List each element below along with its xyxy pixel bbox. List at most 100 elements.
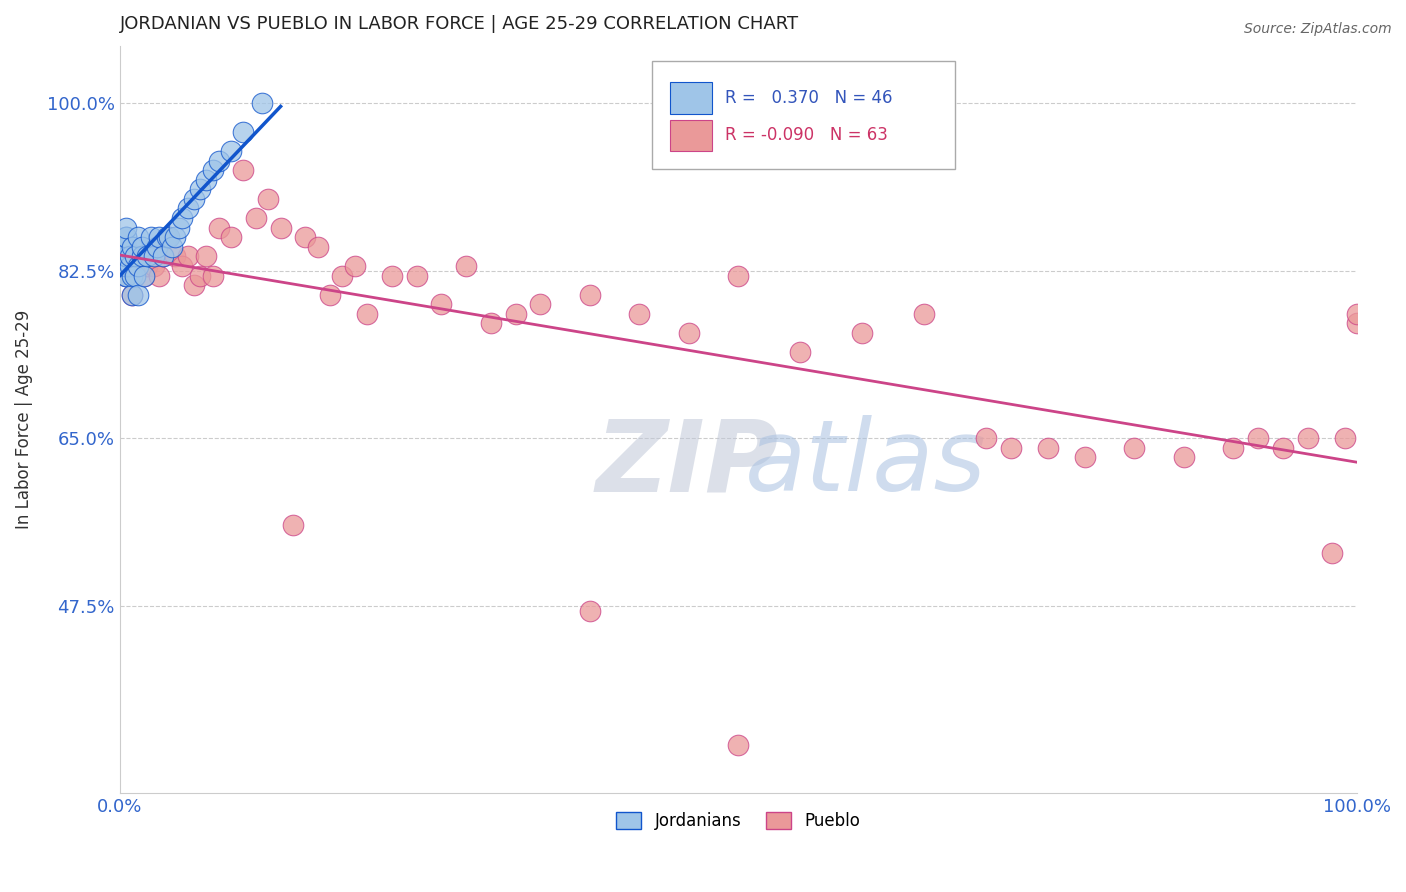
Point bbox=[136, 259, 159, 273]
Point bbox=[121, 287, 143, 301]
Point bbox=[270, 220, 292, 235]
Point bbox=[195, 249, 218, 263]
Point bbox=[219, 144, 242, 158]
Point bbox=[232, 163, 254, 178]
Point bbox=[146, 240, 169, 254]
Point bbox=[118, 249, 141, 263]
Point bbox=[115, 249, 138, 263]
Point bbox=[131, 249, 153, 263]
Point bbox=[1123, 441, 1146, 455]
Point bbox=[115, 230, 138, 244]
Point bbox=[118, 259, 141, 273]
Point bbox=[156, 230, 179, 244]
Point bbox=[208, 153, 231, 168]
Point bbox=[232, 125, 254, 139]
Point bbox=[115, 268, 138, 283]
Point bbox=[143, 259, 166, 273]
Point bbox=[257, 192, 280, 206]
Point bbox=[183, 192, 205, 206]
Point bbox=[381, 268, 404, 283]
Point bbox=[851, 326, 873, 340]
Point bbox=[332, 268, 354, 283]
Text: R =   0.370   N = 46: R = 0.370 N = 46 bbox=[724, 89, 893, 107]
Point bbox=[127, 249, 149, 263]
Point bbox=[127, 230, 149, 244]
Point bbox=[115, 259, 138, 273]
Point bbox=[177, 202, 200, 216]
FancyBboxPatch shape bbox=[671, 120, 713, 151]
Point bbox=[127, 259, 149, 273]
Point bbox=[628, 307, 651, 321]
Point bbox=[319, 287, 342, 301]
Point bbox=[1222, 441, 1244, 455]
Point bbox=[115, 259, 138, 273]
Point bbox=[789, 345, 811, 359]
Text: R = -0.090   N = 63: R = -0.090 N = 63 bbox=[724, 127, 887, 145]
Point bbox=[201, 163, 224, 178]
Point bbox=[124, 268, 146, 283]
Point bbox=[405, 268, 427, 283]
Point bbox=[127, 287, 149, 301]
Point bbox=[678, 326, 700, 340]
Point bbox=[139, 249, 162, 263]
Point bbox=[136, 249, 159, 263]
Point bbox=[245, 211, 267, 225]
Point bbox=[219, 230, 242, 244]
Point bbox=[430, 297, 453, 311]
Point bbox=[307, 240, 329, 254]
Point bbox=[165, 230, 187, 244]
Point bbox=[1333, 431, 1355, 445]
Point bbox=[294, 230, 316, 244]
Point bbox=[157, 230, 180, 244]
FancyBboxPatch shape bbox=[671, 82, 713, 113]
Point bbox=[1036, 441, 1059, 455]
Point bbox=[167, 220, 190, 235]
Legend: Jordanians, Pueblo: Jordanians, Pueblo bbox=[610, 805, 868, 837]
Point bbox=[134, 268, 156, 283]
Point bbox=[356, 307, 378, 321]
Point bbox=[201, 268, 224, 283]
Point bbox=[727, 268, 749, 283]
Point bbox=[148, 230, 170, 244]
Point bbox=[1000, 441, 1022, 455]
Point bbox=[152, 249, 174, 263]
Point bbox=[121, 240, 143, 254]
Text: atlas: atlas bbox=[745, 416, 986, 513]
Point bbox=[195, 173, 218, 187]
Point bbox=[152, 249, 174, 263]
Point bbox=[115, 230, 138, 244]
Point bbox=[148, 268, 170, 283]
Point bbox=[124, 249, 146, 263]
Point bbox=[131, 240, 153, 254]
Point bbox=[974, 431, 997, 445]
Point bbox=[160, 240, 183, 254]
Point bbox=[170, 211, 193, 225]
Point bbox=[115, 259, 138, 273]
Point bbox=[1173, 450, 1195, 465]
Point bbox=[115, 249, 138, 263]
Point bbox=[505, 307, 527, 321]
Point bbox=[529, 297, 551, 311]
Text: ZIP: ZIP bbox=[596, 416, 779, 513]
Text: Source: ZipAtlas.com: Source: ZipAtlas.com bbox=[1244, 22, 1392, 37]
Point bbox=[188, 182, 211, 196]
Point bbox=[124, 259, 146, 273]
Point bbox=[1271, 441, 1294, 455]
Point bbox=[131, 249, 153, 263]
Point bbox=[579, 287, 602, 301]
Point bbox=[912, 307, 935, 321]
Point bbox=[1296, 431, 1319, 445]
Y-axis label: In Labor Force | Age 25-29: In Labor Force | Age 25-29 bbox=[15, 310, 32, 529]
Point bbox=[281, 517, 304, 532]
Point bbox=[188, 268, 211, 283]
Point bbox=[1074, 450, 1097, 465]
Point bbox=[343, 259, 366, 273]
Point bbox=[121, 287, 143, 301]
Point bbox=[115, 240, 138, 254]
Point bbox=[1346, 307, 1368, 321]
Point bbox=[183, 278, 205, 293]
Text: JORDANIAN VS PUEBLO IN LABOR FORCE | AGE 25-29 CORRELATION CHART: JORDANIAN VS PUEBLO IN LABOR FORCE | AGE… bbox=[120, 15, 799, 33]
Point bbox=[157, 230, 180, 244]
Point bbox=[121, 268, 143, 283]
Point bbox=[165, 249, 187, 263]
